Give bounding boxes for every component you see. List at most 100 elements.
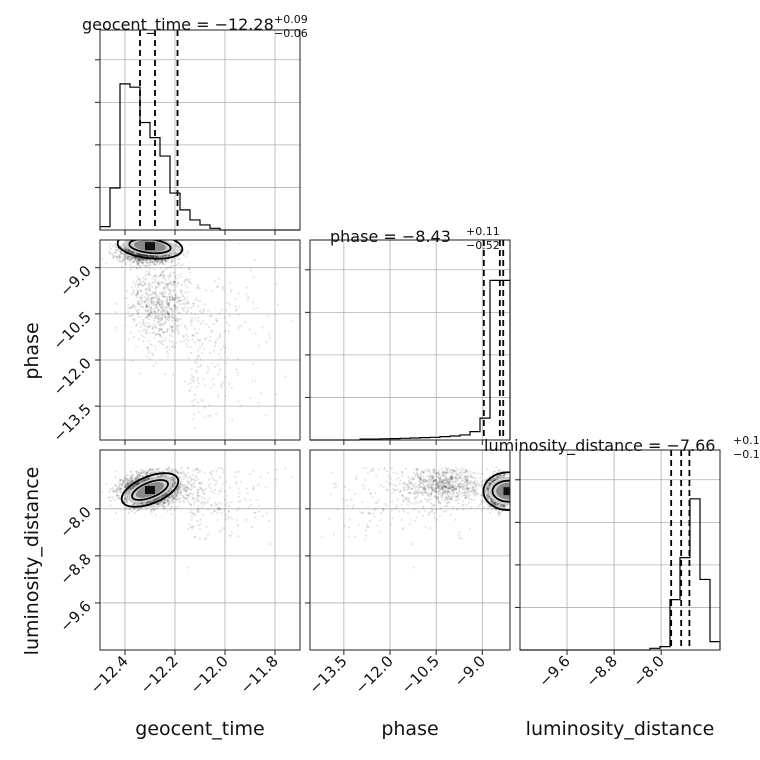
scatter-point [162, 343, 165, 346]
scatter-point [138, 308, 141, 311]
scatter-point [172, 298, 175, 301]
scatter-point [160, 305, 163, 308]
scatter-point [167, 312, 170, 315]
scatter-point [116, 248, 119, 251]
scatter-point [111, 496, 115, 499]
scatter-point [167, 303, 170, 307]
scatter-point [153, 259, 156, 262]
scatter-point [215, 317, 218, 320]
scatter-point [236, 357, 239, 361]
scatter-point [188, 267, 191, 270]
scatter-point [167, 253, 171, 256]
scatter-point [131, 313, 134, 316]
scatter-point [137, 263, 140, 266]
scatter-point [190, 511, 193, 514]
scatter-point [130, 250, 133, 253]
scatter-point [186, 306, 189, 309]
scatter-point [159, 307, 162, 310]
scatter-point [163, 322, 166, 325]
scatter-point [176, 297, 179, 300]
scatter-point [147, 301, 150, 304]
scatter-point [235, 519, 238, 522]
scatter-point [141, 301, 144, 304]
scatter-point [166, 499, 169, 502]
scatter-point [160, 290, 163, 293]
scatter-point [155, 262, 158, 265]
scatter-point [148, 270, 151, 273]
scatter-point [167, 313, 170, 316]
scatter-point [264, 414, 267, 417]
scatter-point [167, 292, 170, 296]
scatter-point [152, 255, 155, 258]
scatter-point [137, 283, 140, 287]
scatter-point [132, 303, 135, 306]
scatter-point [154, 310, 157, 314]
scatter-point [193, 427, 197, 430]
scatter-point [196, 332, 199, 335]
scatter-point [129, 257, 132, 260]
scatter-point [166, 329, 169, 332]
scatter-point [193, 497, 196, 500]
scatter-point [166, 296, 169, 299]
scatter-point [171, 316, 174, 319]
scatter-point [254, 332, 257, 335]
scatter-point [158, 328, 162, 331]
scatter-point [199, 299, 202, 303]
scatter-point [149, 260, 152, 263]
scatter-point [198, 528, 202, 531]
scatter-point [148, 315, 151, 318]
scatter-point [123, 258, 126, 261]
scatter-point [142, 258, 145, 261]
scatter-point [162, 323, 165, 326]
scatter-point [142, 478, 145, 481]
scatter-point [137, 262, 140, 265]
scatter-point [169, 334, 172, 337]
scatter-point [138, 259, 141, 262]
scatter-point [184, 283, 187, 286]
scatter-point [168, 253, 171, 256]
scatter-point [158, 284, 161, 287]
scatter-point [161, 292, 164, 295]
scatter-point [164, 260, 167, 263]
scatter-point [156, 255, 159, 258]
scatter-point [163, 295, 166, 298]
scatter-point [108, 245, 111, 248]
scatter-point [139, 289, 142, 292]
scatter-point [237, 495, 240, 499]
scatter-point [238, 305, 241, 308]
scatter-point [161, 301, 164, 304]
scatter-point [215, 479, 218, 482]
scatter-point [109, 242, 112, 245]
scatter-point [131, 479, 134, 482]
scatter-point [157, 497, 160, 500]
scatter-point [152, 255, 155, 258]
scatter-point [137, 253, 140, 256]
scatter-point [159, 261, 162, 264]
scatter-point [157, 295, 160, 298]
scatter-point [171, 477, 174, 480]
scatter-point [137, 258, 140, 261]
scatter-point [148, 289, 151, 292]
scatter-point [137, 502, 140, 505]
scatter-point [117, 481, 120, 484]
scatter-point [213, 510, 216, 513]
scatter-point [206, 508, 209, 511]
scatter-point [200, 481, 203, 484]
scatter-point [181, 294, 184, 297]
scatter-point [153, 331, 156, 334]
scatter-point [161, 495, 164, 498]
scatter-point [176, 493, 179, 496]
scatter-point [123, 248, 126, 251]
scatter-point [173, 318, 177, 321]
scatter-point [138, 257, 141, 260]
scatter-point [217, 364, 220, 367]
scatter-point [162, 499, 165, 503]
scatter-point [250, 380, 254, 383]
scatter-point [181, 483, 184, 486]
scatter-point [163, 292, 167, 295]
scatter-point [166, 345, 169, 348]
scatter-point [191, 486, 194, 489]
scatter-point [228, 281, 231, 284]
scatter-point [145, 478, 148, 481]
scatter-point [172, 320, 175, 323]
